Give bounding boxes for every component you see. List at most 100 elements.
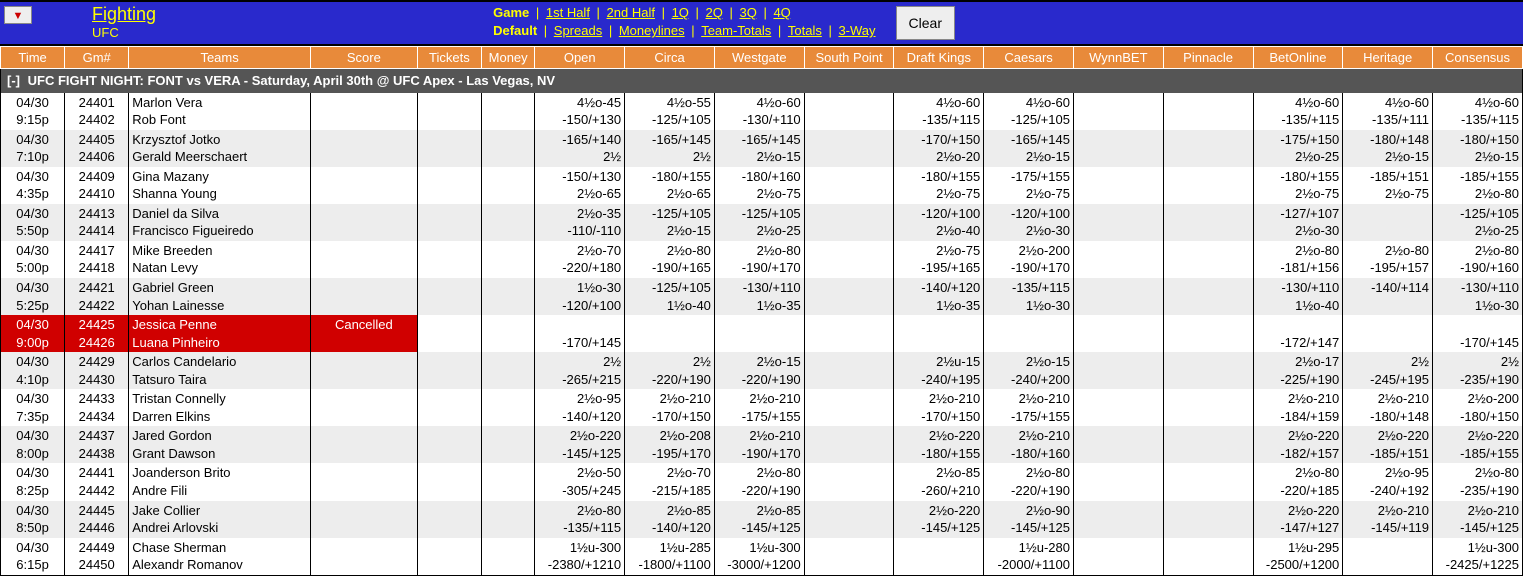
cell-money — [481, 93, 534, 130]
cell-money — [481, 463, 534, 500]
table-row[interactable]: 04/308:00p2443724438Jared GordonGrant Da… — [1, 426, 1523, 463]
cell-score — [310, 278, 417, 315]
col-header-gm-[interactable]: Gm# — [65, 47, 129, 69]
cell-odds-pinnacle — [1163, 315, 1253, 352]
cell-odds-wynnbet — [1073, 463, 1163, 500]
cell-score — [310, 389, 417, 426]
cell-teams: Joanderson BritoAndre Fili — [129, 463, 311, 500]
cell-odds-caesars: 4½o-60-125/+105 — [984, 93, 1074, 130]
cell-odds-open: 2½o-50-305/+245 — [535, 463, 625, 500]
col-header-open[interactable]: Open — [535, 47, 625, 69]
cell-odds-draft-kings: 4½o-60-135/+115 — [894, 93, 984, 130]
cell-time: 04/307:10p — [1, 130, 65, 167]
category-dropdown[interactable]: ▼ — [4, 6, 32, 24]
cell-odds-betonline: 1½u-295-2500/+1200 — [1253, 538, 1343, 576]
col-header-money[interactable]: Money — [481, 47, 534, 69]
filter-link-totals[interactable]: Totals — [788, 23, 822, 38]
cell-odds-south-point — [804, 426, 894, 463]
cell-time: 04/307:35p — [1, 389, 65, 426]
col-header-time[interactable]: Time — [1, 47, 65, 69]
cell-odds-consensus: 2½-235/+190 — [1433, 352, 1523, 389]
table-row[interactable]: 04/308:50p2444524446Jake CollierAndrei A… — [1, 501, 1523, 538]
cell-odds-caesars: -135/+1151½o-30 — [984, 278, 1074, 315]
col-header-westgate[interactable]: Westgate — [714, 47, 804, 69]
col-header-draft-kings[interactable]: Draft Kings — [894, 47, 984, 69]
cell-score — [310, 501, 417, 538]
col-header-caesars[interactable]: Caesars — [984, 47, 1074, 69]
cell-odds-south-point — [804, 130, 894, 167]
filter-link-1st-half[interactable]: 1st Half — [546, 5, 590, 20]
cell-odds-westgate: 2½o-85-145/+125 — [714, 501, 804, 538]
cell-odds-south-point — [804, 278, 894, 315]
col-header-circa[interactable]: Circa — [625, 47, 715, 69]
cell-gm: 2442124422 — [65, 278, 129, 315]
filter-link-4q[interactable]: 4Q — [773, 5, 790, 20]
cell-score — [310, 204, 417, 241]
cell-odds-westgate: -130/+1101½o-35 — [714, 278, 804, 315]
event-header[interactable]: [-] UFC FIGHT NIGHT: FONT vs VERA - Satu… — [1, 69, 1523, 93]
table-row[interactable]: 04/306:15p2444924450Chase ShermanAlexand… — [1, 538, 1523, 576]
cell-odds-betonline: -130/+1101½o-40 — [1253, 278, 1343, 315]
filter-link-spreads[interactable]: Spreads — [554, 23, 602, 38]
cell-odds-consensus: 2½o-80-235/+190 — [1433, 463, 1523, 500]
cell-score — [310, 130, 417, 167]
cell-odds-westgate: 2½o-15-220/+190 — [714, 352, 804, 389]
col-header-tickets[interactable]: Tickets — [417, 47, 481, 69]
cell-odds-consensus: 2½o-210-145/+125 — [1433, 501, 1523, 538]
col-header-teams[interactable]: Teams — [129, 47, 311, 69]
cell-teams: Chase ShermanAlexandr Romanov — [129, 538, 311, 576]
cell-odds-circa: 4½o-55-125/+105 — [625, 93, 715, 130]
col-header-score[interactable]: Score — [310, 47, 417, 69]
table-row[interactable]: 04/305:00p2441724418Mike BreedenNatan Le… — [1, 241, 1523, 278]
cell-money — [481, 241, 534, 278]
table-row[interactable]: 04/305:50p2441324414Daniel da SilvaFranc… — [1, 204, 1523, 241]
filter-link-2nd-half[interactable]: 2nd Half — [607, 5, 655, 20]
cell-odds-heritage — [1343, 538, 1433, 576]
cell-odds-caesars: 2½o-200-190/+170 — [984, 241, 1074, 278]
col-header-consensus[interactable]: Consensus — [1433, 47, 1523, 69]
game-label: Game — [493, 5, 529, 20]
col-header-wynnbet[interactable]: WynnBET — [1073, 47, 1163, 69]
filter-link-1q[interactable]: 1Q — [672, 5, 689, 20]
cell-odds-betonline: 2½o-220-147/+127 — [1253, 501, 1343, 538]
category-link[interactable]: Fighting — [92, 4, 156, 24]
col-header-south-point[interactable]: South Point — [804, 47, 894, 69]
cell-score — [310, 463, 417, 500]
cell-odds-westgate: 4½o-60-130/+110 — [714, 93, 804, 130]
cell-odds-pinnacle — [1163, 426, 1253, 463]
col-header-betonline[interactable]: BetOnline — [1253, 47, 1343, 69]
table-row[interactable]: 04/307:10p2440524406Krzysztof JotkoGeral… — [1, 130, 1523, 167]
cell-odds-caesars: 1½u-280-2000/+1100 — [984, 538, 1074, 576]
clear-button[interactable]: Clear — [896, 6, 955, 40]
cell-money — [481, 167, 534, 204]
cell-odds-draft-kings: -140/+1201½o-35 — [894, 278, 984, 315]
filter-link-team-totals[interactable]: Team-Totals — [701, 23, 771, 38]
cell-time: 04/308:00p — [1, 426, 65, 463]
cell-gm: 2440524406 — [65, 130, 129, 167]
col-header-heritage[interactable]: Heritage — [1343, 47, 1433, 69]
table-row[interactable]: 04/307:35p2443324434Tristan ConnellyDarr… — [1, 389, 1523, 426]
cell-odds-south-point — [804, 315, 894, 352]
filter-link-3-way[interactable]: 3-Way — [838, 23, 875, 38]
event-collapse-toggle[interactable]: [-] — [7, 73, 20, 88]
filter-link-3q[interactable]: 3Q — [739, 5, 756, 20]
cell-score — [310, 241, 417, 278]
cell-teams: Jared GordonGrant Dawson — [129, 426, 311, 463]
cell-odds-betonline: 4½o-60-135/+115 — [1253, 93, 1343, 130]
table-row[interactable]: 04/309:00p2442524426Jessica PenneLuana P… — [1, 315, 1523, 352]
table-row[interactable]: 04/309:15p2440124402Marlon VeraRob Font … — [1, 93, 1523, 130]
filter-link-2q[interactable]: 2Q — [706, 5, 723, 20]
cell-tickets — [417, 426, 481, 463]
filter-link-moneylines[interactable]: Moneylines — [619, 23, 685, 38]
cell-odds-circa: -180/+1552½o-65 — [625, 167, 715, 204]
table-row[interactable]: 04/304:10p2442924430Carlos CandelarioTat… — [1, 352, 1523, 389]
table-row[interactable]: 04/308:25p2444124442Joanderson BritoAndr… — [1, 463, 1523, 500]
cell-odds-consensus: -125/+1052½o-25 — [1433, 204, 1523, 241]
cell-odds-pinnacle — [1163, 130, 1253, 167]
cell-odds-consensus: 2½o-80-190/+160 — [1433, 241, 1523, 278]
table-row[interactable]: 04/304:35p2440924410Gina MazanyShanna Yo… — [1, 167, 1523, 204]
cell-odds-wynnbet — [1073, 93, 1163, 130]
table-row[interactable]: 04/305:25p2442124422Gabriel GreenYohan L… — [1, 278, 1523, 315]
col-header-pinnacle[interactable]: Pinnacle — [1163, 47, 1253, 69]
cell-odds-south-point — [804, 352, 894, 389]
